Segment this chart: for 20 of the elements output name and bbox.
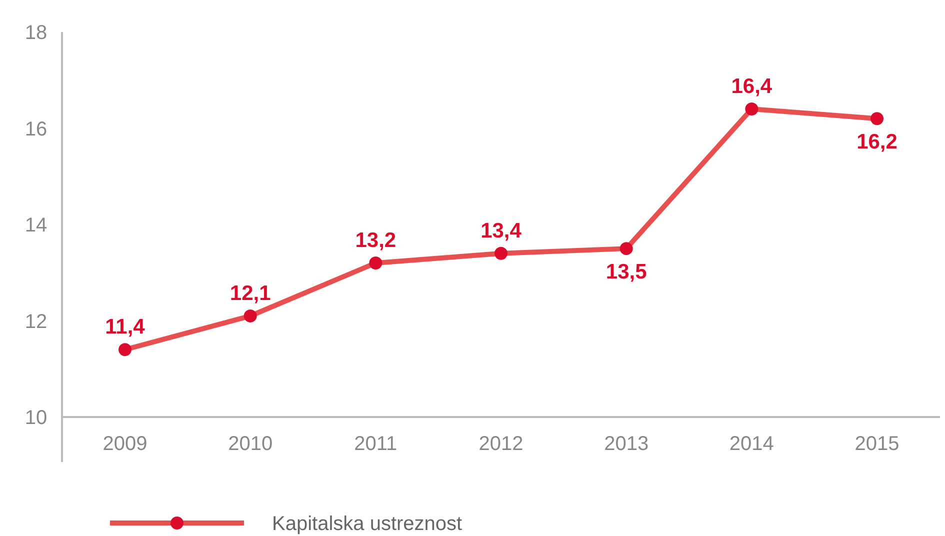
x-tick-label: 2014 — [729, 433, 774, 455]
x-tick-label: 2012 — [478, 433, 524, 455]
y-tick-label: 12 — [24, 310, 48, 333]
x-tick-label: 2011 — [354, 433, 398, 455]
data-label: 12,1 — [230, 282, 272, 305]
data-label: 13,2 — [355, 229, 396, 252]
data-label: 11,4 — [105, 316, 146, 339]
y-tick-label: 16 — [24, 118, 48, 140]
data-label: 13,4 — [480, 219, 522, 242]
y-tick-label: 18 — [24, 22, 48, 44]
data-label: 16,2 — [856, 130, 898, 154]
x-tick-label: 2015 — [854, 433, 900, 455]
y-tick-label: 10 — [24, 407, 48, 429]
text: Kapitalska ustreznost — [272, 513, 463, 535]
x-tick-label: 2009 — [102, 433, 148, 455]
x-tick-label: 2010 — [228, 433, 273, 455]
x-tick-label: 2013 — [604, 433, 649, 455]
y-tick-label: 14 — [24, 214, 48, 236]
data-label: 16,4 — [731, 75, 772, 98]
data-label: 13,5 — [606, 260, 648, 284]
